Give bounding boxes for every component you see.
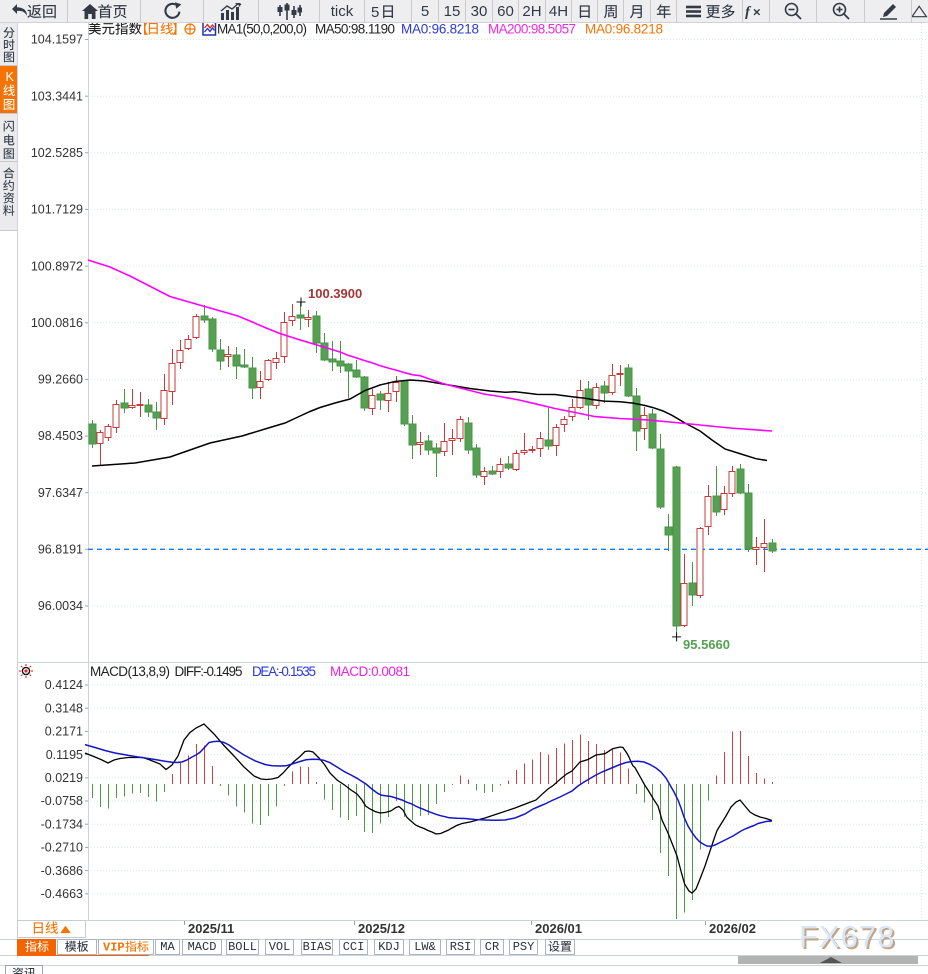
svg-text:95.5660: 95.5660 xyxy=(683,637,730,652)
svg-text:0.2171: 0.2171 xyxy=(45,725,83,739)
svg-text:MACD(13,8,9): MACD(13,8,9) xyxy=(90,664,170,679)
svg-text:0.4124: 0.4124 xyxy=(45,678,83,692)
svg-text:0.1195: 0.1195 xyxy=(46,748,83,762)
svg-text:×: × xyxy=(753,4,761,19)
svg-text:MA0:96.8218: MA0:96.8218 xyxy=(585,22,663,37)
svg-text:MA200:98.5057: MA200:98.5057 xyxy=(488,22,576,37)
svg-text:0.3148: 0.3148 xyxy=(45,701,83,715)
svg-text:96.0034: 96.0034 xyxy=(38,599,83,613)
svg-text:f: f xyxy=(745,4,752,19)
svg-text:100.3900: 100.3900 xyxy=(308,286,362,301)
svg-text:FX678: FX678 xyxy=(801,921,897,956)
svg-text:2025/11: 2025/11 xyxy=(188,921,234,936)
svg-text:0.0219: 0.0219 xyxy=(45,771,83,785)
svg-text:103.3441: 103.3441 xyxy=(31,89,83,103)
svg-text:DEA:-0.1535: DEA:-0.1535 xyxy=(252,664,316,679)
svg-text:FX678: FX678 xyxy=(799,919,895,954)
svg-text:98.4503: 98.4503 xyxy=(38,429,83,443)
svg-text:97.6347: 97.6347 xyxy=(38,486,83,500)
svg-text:2026/01: 2026/01 xyxy=(535,921,582,936)
svg-text:2025/12: 2025/12 xyxy=(358,921,405,936)
svg-text:102.5285: 102.5285 xyxy=(31,146,83,160)
svg-text:-0.3686: -0.3686 xyxy=(41,864,83,878)
svg-text:DIFF:-0.1495: DIFF:-0.1495 xyxy=(175,664,243,679)
svg-text:101.7129: 101.7129 xyxy=(31,203,83,217)
svg-text:100.8972: 100.8972 xyxy=(31,259,83,273)
svg-text:2026/02: 2026/02 xyxy=(709,921,756,936)
svg-text:100.0816: 100.0816 xyxy=(31,316,83,330)
svg-text:MACD:0.0081: MACD:0.0081 xyxy=(330,664,410,679)
svg-text:99.2660: 99.2660 xyxy=(38,373,83,387)
svg-text:MA50:98.1190: MA50:98.1190 xyxy=(315,22,395,37)
svg-text:96.8191: 96.8191 xyxy=(38,543,83,557)
svg-text:MA1(50,0,200,0): MA1(50,0,200,0) xyxy=(217,22,307,37)
svg-text:104.1597: 104.1597 xyxy=(31,33,83,47)
svg-text:-0.0758: -0.0758 xyxy=(41,794,83,808)
svg-text:-0.2710: -0.2710 xyxy=(41,841,83,855)
svg-text:-0.1734: -0.1734 xyxy=(41,817,83,831)
svg-text:MA0:96.8218: MA0:96.8218 xyxy=(401,22,479,37)
svg-text:-0.4663: -0.4663 xyxy=(41,887,83,901)
